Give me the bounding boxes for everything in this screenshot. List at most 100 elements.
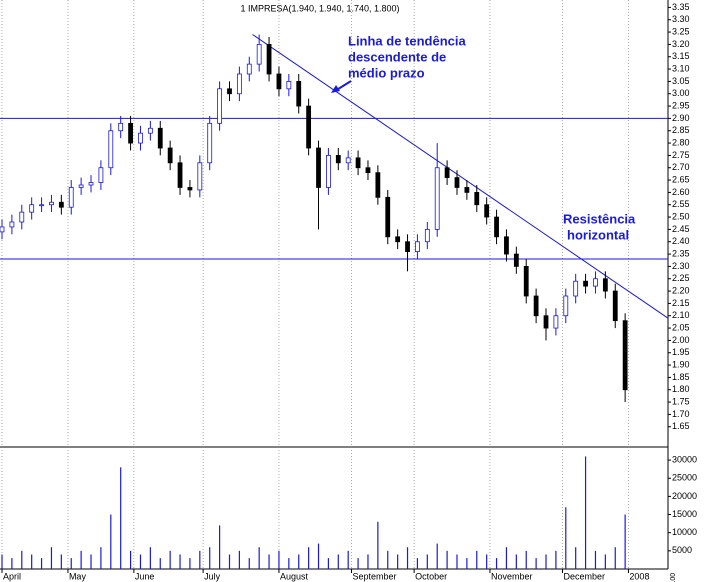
candle-body [405,241,410,253]
y-tick-label: 1.95 [672,347,690,357]
candle-body [177,162,183,188]
y2-tick-label: 30000 [672,454,697,464]
candle-body [365,167,371,174]
candle-body [306,105,312,149]
y-tick-label: 1.85 [672,372,690,382]
annotation-arrowhead [331,85,340,93]
candle-body [504,236,509,255]
candle-body [464,187,470,193]
candle-body [444,167,450,179]
x-tick-label: October [415,571,447,581]
candle-body [335,154,341,164]
candle-body [236,73,242,95]
candle-body [98,167,104,183]
x-tick-label: August [280,571,309,581]
y-tick-label: 3.15 [672,51,690,61]
candle-body [88,182,94,186]
candle-body [513,253,519,267]
candle-body [523,265,529,297]
y-tick-label: 2.55 [672,199,690,209]
candle-body [602,278,608,292]
candle-body [187,187,193,191]
y-tick-label: 2.20 [672,285,690,295]
candle-body [207,122,213,164]
candle-body [108,130,114,169]
candle-body [58,201,64,208]
y-tick-label: 2.65 [672,174,690,184]
y-tick-label: 2.70 [672,162,690,172]
y-tick-label: 2.60 [672,187,690,197]
candle-body [276,73,282,90]
y-tick-label: 2.30 [672,261,690,271]
candle-body [29,204,35,213]
x-tick-label: July [204,571,221,581]
x-tick-label: May [69,571,87,581]
y-tick-label: 3.20 [672,39,690,49]
y2-tick-label: 5000 [672,545,692,555]
candle-body [19,211,25,223]
candle-body [49,201,54,206]
y-tick-label: 2.10 [672,310,690,320]
x-tick-label: April [3,571,21,581]
x-tick-label: 2008 [629,571,649,581]
candle-body [9,221,15,228]
candle-body [157,127,163,149]
candle-body [563,295,569,317]
candle-body [68,187,74,208]
candle-body [622,320,628,391]
y-tick-label: 3.35 [672,2,690,12]
x-tick-label: December [563,571,605,581]
candle-body [424,228,430,243]
candle-body [138,132,143,144]
candle-body [375,172,381,198]
x-tick-label: June [135,571,155,581]
y-tick-label: 2.40 [672,236,690,246]
candle-body [553,315,559,329]
y2-tick-label: 20000 [672,491,697,501]
chart-title: 1 IMPRESA(1.940, 1.940, 1.740, 1.800) [240,3,399,13]
y-tick-label: 1.75 [672,396,690,406]
y-tick-label: 1.90 [672,359,690,369]
y-tick-label: 2.50 [672,211,690,221]
candle-body [543,315,549,329]
y-tick-label: 3.25 [672,26,690,36]
candle-body [147,127,153,134]
candle-body [217,88,223,124]
candle-body [345,157,351,164]
x-tick-label: November [491,571,533,581]
y-tick-label: 3.30 [672,14,690,24]
trend-line [252,34,669,319]
candle-body [612,290,618,322]
candle-body [128,122,133,144]
candle-body [256,44,262,65]
y2-tick-label: 10000 [672,527,697,537]
candle-body [484,204,490,218]
candle-body [246,63,252,75]
candle-body [326,154,331,188]
candle-body [573,280,579,297]
y-tick-label: 2.95 [672,100,690,110]
candle-body [296,81,302,107]
candle-body [118,122,124,132]
candle-body [593,278,598,287]
candle-body [494,216,499,238]
candle-body [78,184,84,188]
annotation: horizontal [567,227,629,242]
candle-body [434,167,440,230]
candle-body [415,241,420,253]
candle-body [395,236,401,243]
y-tick-label: 3.05 [672,76,690,86]
annotation: Resistência [563,211,636,226]
candle-body [474,191,480,206]
annotation: médio prazo [348,65,425,80]
candle-body [39,204,44,207]
candle-body [454,177,460,188]
y2-tick-label: 25000 [672,473,697,483]
y-tick-label: 2.25 [672,273,690,283]
annotation: descendente de [348,49,446,64]
candle-body [533,295,539,317]
y-tick-label: 1.80 [672,384,690,394]
y-tick-label: 3.00 [672,88,690,98]
candle-body [266,44,272,75]
y-tick-label: 2.05 [672,322,690,332]
